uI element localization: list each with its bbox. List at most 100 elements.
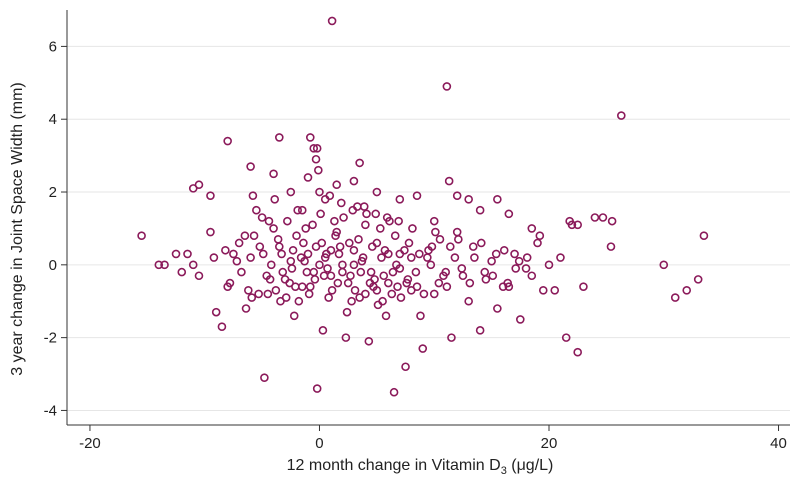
- data-point-155: [323, 264, 332, 273]
- data-point-128: [305, 282, 315, 291]
- data-point-55: [229, 249, 238, 259]
- data-point-91: [418, 344, 428, 353]
- data-point-1: [442, 82, 452, 91]
- data-point-192: [396, 293, 406, 302]
- data-point-60: [257, 213, 267, 222]
- data-point-93: [429, 289, 439, 299]
- data-point-9: [246, 162, 255, 171]
- data-point-104: [493, 304, 502, 313]
- data-point-144: [330, 216, 339, 226]
- data-point-24: [444, 176, 454, 186]
- data-point-136: [404, 238, 414, 248]
- data-point-124: [237, 267, 246, 277]
- data-point-33: [527, 224, 537, 233]
- data-point-59: [252, 205, 261, 215]
- data-point-172: [333, 278, 343, 288]
- data-point-207: [273, 235, 283, 244]
- data-point-154: [311, 242, 321, 251]
- data-point-160: [380, 245, 390, 255]
- data-point-216: [377, 253, 386, 262]
- data-point-114: [550, 286, 560, 295]
- data-point-227: [503, 278, 512, 288]
- y-tick-label-0: -4: [44, 402, 57, 419]
- data-point-231: [247, 293, 257, 302]
- data-point-212: [331, 231, 340, 241]
- data-point-245: [315, 260, 324, 270]
- data-point-110: [527, 271, 537, 281]
- data-point-197: [454, 235, 463, 244]
- data-point-81: [361, 220, 370, 230]
- data-point-164: [426, 260, 436, 270]
- data-point-184: [304, 289, 314, 299]
- data-point-225: [480, 267, 490, 277]
- data-point-16: [297, 205, 307, 215]
- data-point-54: [225, 278, 235, 288]
- data-point-118: [579, 282, 588, 291]
- data-point-17: [303, 173, 313, 182]
- data-point-29: [464, 194, 473, 204]
- data-point-70: [303, 249, 313, 259]
- data-point-111: [533, 238, 542, 248]
- data-point-204: [232, 256, 242, 266]
- x-tick-label-1: 0: [315, 435, 323, 452]
- data-point-147: [364, 336, 374, 346]
- data-points: [137, 16, 709, 397]
- y-tick-label-4: 4: [49, 111, 57, 128]
- data-point-94: [435, 235, 445, 244]
- x-tick-label-3: 40: [770, 435, 787, 452]
- data-point-161: [392, 260, 401, 270]
- data-point-183: [293, 205, 302, 215]
- data-point-28: [452, 191, 462, 200]
- data-point-201: [499, 245, 509, 255]
- data-point-102: [481, 275, 491, 284]
- data-point-71: [309, 267, 319, 277]
- data-point-48: [188, 260, 198, 270]
- data-point-181: [270, 194, 280, 204]
- data-point-252: [395, 249, 405, 259]
- data-point-41: [535, 231, 545, 241]
- data-point-69: [297, 282, 307, 291]
- data-point-223: [457, 264, 467, 273]
- data-point-139: [439, 271, 448, 281]
- data-point-149: [387, 289, 397, 299]
- data-point-138: [427, 242, 437, 251]
- data-point-168: [287, 264, 297, 273]
- data-point-151: [278, 267, 288, 277]
- data-point-169: [299, 238, 308, 248]
- data-point-221: [434, 278, 444, 288]
- data-point-7: [312, 144, 322, 153]
- data-point-42: [137, 231, 146, 241]
- data-point-20: [332, 180, 341, 190]
- data-point-117: [573, 347, 582, 357]
- data-point-68: [292, 231, 301, 241]
- y-tick-label-2: 0: [49, 257, 57, 274]
- data-point-248: [349, 260, 359, 270]
- data-point-62: [260, 373, 269, 382]
- x-axis-title-main: 12 month change in Vitamin D: [287, 457, 501, 474]
- data-point-131: [347, 296, 356, 306]
- gridlines: [67, 45, 790, 411]
- data-point-249: [361, 289, 370, 299]
- y-tick-label-1: -2: [44, 330, 57, 347]
- data-point-14: [269, 169, 278, 179]
- data-point-228: [514, 256, 524, 266]
- data-point-67: [286, 256, 296, 266]
- data-point-25: [395, 194, 405, 204]
- data-point-26: [412, 191, 422, 200]
- data-point-125: [271, 286, 281, 295]
- data-point-217: [388, 267, 398, 277]
- data-point-86: [389, 387, 399, 397]
- data-point-130: [335, 242, 345, 251]
- data-point-99: [464, 296, 473, 306]
- data-point-115: [556, 253, 565, 262]
- data-point-61: [254, 289, 263, 299]
- data-point-205: [241, 304, 251, 313]
- data-point-13: [248, 191, 258, 200]
- data-point-8: [311, 154, 321, 164]
- data-point-195: [431, 227, 440, 237]
- data-point-40: [606, 242, 616, 251]
- data-point-98: [458, 271, 468, 281]
- data-point-165: [255, 242, 265, 251]
- data-point-193: [408, 224, 417, 233]
